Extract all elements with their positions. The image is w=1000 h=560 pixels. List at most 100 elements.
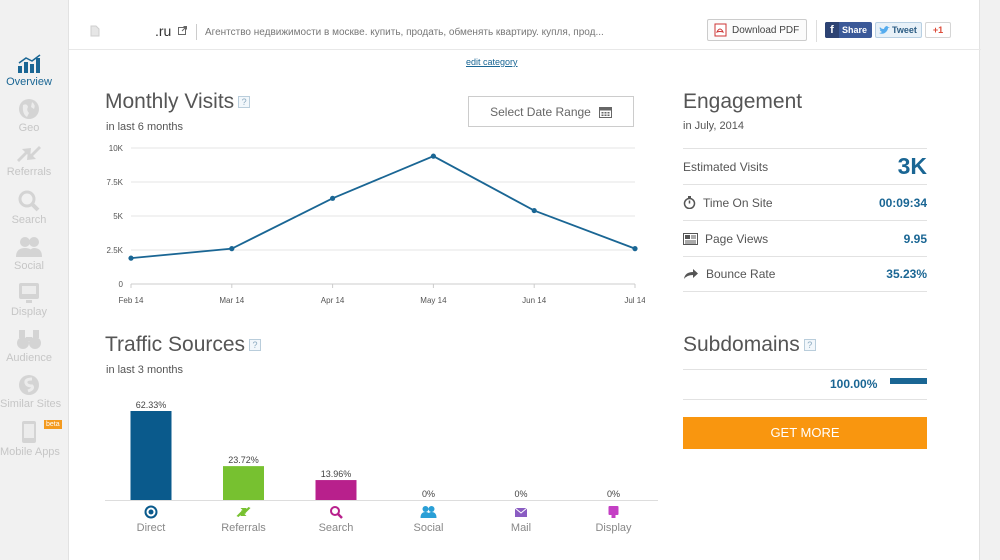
time-on-site-label: Time On Site xyxy=(703,195,773,210)
sidebar-item-geo[interactable]: Geo xyxy=(0,98,58,144)
sidebar-item-search[interactable]: Search xyxy=(0,190,58,236)
calendar-icon xyxy=(598,106,612,118)
page-views-icon xyxy=(683,232,698,245)
display-icon-stand xyxy=(611,515,616,518)
traffic-sources-chart: 62.33% Direct 23.72% Referrals 13.96% Search 0… xyxy=(105,400,658,534)
monthly-visits-chart: 10K 7.5K 5K 2.5K 0 Feb 14 Mar 14 Apr 14 May 14 Ju… xyxy=(107,144,645,305)
sidebar-item-similar-sites[interactable]: Similar Sites xyxy=(0,374,61,420)
time-on-site-value: 00:09:34 xyxy=(878,195,927,210)
sidebar-item-label: Display xyxy=(10,306,48,318)
x-tick-label: May 14 xyxy=(420,296,447,305)
bar-value-label: 23.72% xyxy=(228,455,259,465)
traffic-bar xyxy=(223,466,264,500)
y-tick-label: 5K xyxy=(113,212,123,221)
sidebar-item-social[interactable]: Social xyxy=(0,236,58,282)
site-description: Агентство недвижимости в москве. купить,… xyxy=(205,27,604,38)
google-plus-button[interactable]: +1 xyxy=(925,22,951,38)
social-icon-body xyxy=(420,512,437,518)
site-domain[interactable]: .ru xyxy=(155,23,172,39)
search-source-icon xyxy=(330,506,343,519)
engagement-table: Estimated Visits 3K Time On Site 00:09:3… xyxy=(683,148,927,292)
direct-icon-dot xyxy=(148,509,154,515)
subdomain-percent: 100.00% xyxy=(830,377,878,391)
engagement-row-time-on-site: Time On Site 00:09:34 xyxy=(683,184,927,220)
social-source-icon xyxy=(420,506,437,518)
x-tick-label: Jun 14 xyxy=(522,296,547,305)
bar-value-label: 0% xyxy=(607,489,620,499)
visits-point xyxy=(430,153,436,159)
divider xyxy=(196,24,197,40)
engagement-label: Time On Site xyxy=(683,196,773,210)
sidebar-item-referrals[interactable]: Referrals xyxy=(0,144,58,190)
site-header: .ru Агентство недвижимости в москве. куп… xyxy=(69,12,981,50)
engagement-row-bounce-rate: Bounce Rate 35.23% xyxy=(683,256,927,292)
share-label: Share xyxy=(842,25,868,35)
bar-value-label: 0% xyxy=(514,489,527,499)
social-icon-head xyxy=(422,506,429,512)
help-icon[interactable]: ? xyxy=(803,339,816,352)
bounce-rate-value: 35.23% xyxy=(886,267,927,281)
overview-icon xyxy=(18,54,41,73)
category-label: Mail xyxy=(511,522,531,534)
stopwatch-icon xyxy=(683,196,696,209)
facebook-share-button[interactable]: f Share xyxy=(825,22,872,38)
edit-category-link[interactable]: edit category xyxy=(466,57,518,67)
subdomains-title: Subdomains? xyxy=(683,333,816,357)
display-source-icon xyxy=(608,506,619,518)
display-icon-screen xyxy=(608,506,619,515)
sidebar-item-display[interactable]: Display xyxy=(0,282,58,328)
category-label: Social xyxy=(414,522,444,534)
main-panel: .ru Агентство недвижимости в москве. куп… xyxy=(68,0,981,560)
download-pdf-label: Download PDF xyxy=(732,24,800,36)
download-pdf-button[interactable]: Download PDF xyxy=(707,19,807,41)
search-icon-handle xyxy=(337,513,343,519)
visits-point xyxy=(330,195,336,201)
help-icon[interactable]: ? xyxy=(249,339,262,352)
page-icon xyxy=(90,25,100,37)
visits-point xyxy=(229,246,235,252)
gplus-label: +1 xyxy=(932,25,944,35)
category-label: Direct xyxy=(137,522,166,534)
visits-point xyxy=(531,207,537,214)
x-tick-label: Apr 14 xyxy=(321,296,345,305)
sidebar-item-label: Overview xyxy=(6,76,52,88)
sidebar-item-mobile-apps[interactable]: beta Mobile Apps xyxy=(0,420,62,466)
referrals-icon xyxy=(17,146,41,162)
sidebar-item-label: Geo xyxy=(18,122,40,134)
sidebar-item-label: Search xyxy=(11,214,47,226)
bounce-rate-label: Bounce Rate xyxy=(706,267,776,281)
sidebar-item-label: Referrals xyxy=(6,166,52,178)
traffic-sources-subtitle: in last 3 months xyxy=(106,364,184,376)
subdomains-list: 100.00% xyxy=(683,369,927,400)
display-icon xyxy=(19,283,39,303)
social-icon xyxy=(16,237,42,257)
bar-value-label: 0% xyxy=(422,489,435,499)
y-tick-label: 0 xyxy=(119,280,124,289)
estimated-visits-value: 3K xyxy=(897,153,927,179)
subdomains-title-text: Subdomains xyxy=(683,333,800,356)
referrals-source-icon xyxy=(236,507,251,517)
engagement-row-estimated-visits: Estimated Visits 3K xyxy=(683,148,927,184)
select-date-range-button[interactable]: Select Date Range xyxy=(468,96,634,127)
y-tick-label: 10K xyxy=(109,144,124,153)
x-tick-label: Feb 14 xyxy=(119,296,144,305)
help-icon[interactable]: ? xyxy=(238,96,251,109)
tweet-button[interactable]: Tweet xyxy=(875,22,922,38)
sidebar-item-audience[interactable]: Audience xyxy=(0,328,58,374)
engagement-label: Bounce Rate xyxy=(683,267,775,281)
sidebar-item-label: Social xyxy=(14,260,44,272)
get-more-button[interactable]: GET MORE xyxy=(683,417,927,449)
x-tick-label: Jul 14 xyxy=(624,296,645,305)
social-icon-head xyxy=(428,506,435,512)
traffic-sources-title-text: Traffic Sources xyxy=(105,333,246,356)
sidebar-item-overview[interactable]: Overview xyxy=(0,54,58,100)
engagement-title: Engagement xyxy=(683,90,803,113)
category-label: Search xyxy=(319,522,354,534)
search-icon-ring xyxy=(330,506,340,516)
x-tick-label: Mar 14 xyxy=(219,296,244,305)
visits-point xyxy=(128,255,134,261)
binoculars-icon xyxy=(17,330,41,349)
search-icon xyxy=(18,190,40,212)
sidebar-item-label: Mobile Apps xyxy=(0,446,60,458)
external-link-icon[interactable] xyxy=(178,26,187,35)
